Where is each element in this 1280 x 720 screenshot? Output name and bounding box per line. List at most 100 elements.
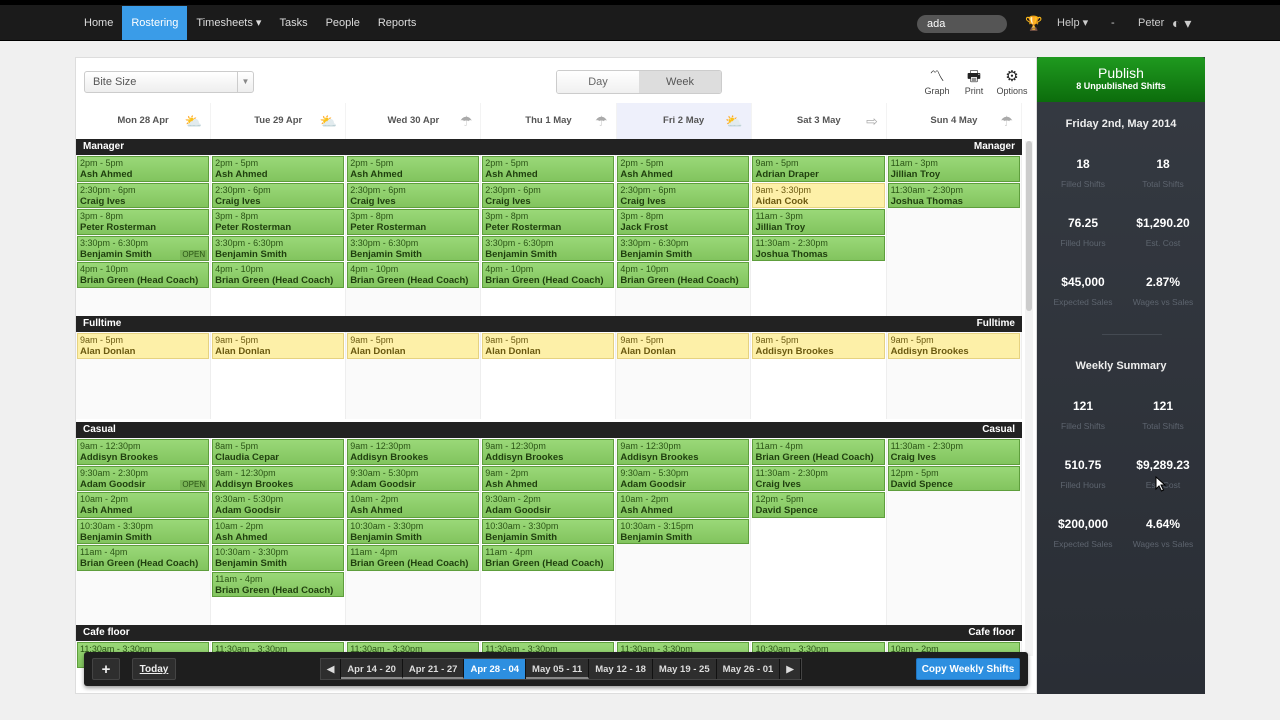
day-column[interactable]: 11am - 4pm Brian Green (Head Coach) 11:30a… xyxy=(751,438,887,625)
shift-card[interactable]: 10am - 2pm Ash Ahmed xyxy=(617,492,750,518)
shift-card[interactable]: 3pm - 8pm Peter Rosterman xyxy=(482,209,615,235)
options-button[interactable]: ⚙ Options xyxy=(994,68,1030,96)
shift-card[interactable]: 10am - 2pm Ash Ahmed xyxy=(212,518,345,544)
shift-card[interactable]: 9am - 12:30pm Addisyn Brookes xyxy=(212,465,345,491)
shift-card[interactable]: 4pm - 10pm Brian Green (Head Coach) xyxy=(212,262,345,288)
nav-item[interactable]: People xyxy=(325,17,360,29)
day-column[interactable]: 9am - 5pm Alan Donlan xyxy=(211,332,347,419)
shift-card[interactable]: 9am - 5pm Alan Donlan xyxy=(212,333,345,359)
shift-card[interactable]: 3pm - 8pm Peter Rosterman xyxy=(77,209,210,235)
day-column[interactable]: 9am - 5pm Adrian Draper 9am - 3:30pm Aidan … xyxy=(751,155,887,316)
shift-card[interactable]: 4pm - 10pm Brian Green (Head Coach) xyxy=(347,262,480,288)
shift-card[interactable]: 9am - 5pm Alan Donlan xyxy=(77,333,210,359)
day-view-button[interactable]: Day xyxy=(557,71,639,93)
help-menu[interactable]: Help ▾ xyxy=(1057,17,1089,29)
day-column[interactable]: 11am - 3pm Jillian Troy 11:30am - 2:30pm Jo… xyxy=(886,155,1022,316)
week-tab[interactable]: May 05 - 11 xyxy=(526,659,590,679)
day-column[interactable]: 9am - 12:30pm Addisyn Brookes 9:30am - 5:3… xyxy=(616,438,752,625)
day-header[interactable]: Sat 3 May ⇨ xyxy=(752,103,887,139)
day-column[interactable]: 2pm - 5pm Ash Ahmed 2:30pm - 6pm Craig Ives… xyxy=(481,155,617,316)
shift-card[interactable]: 9am - 5pm Alan Donlan xyxy=(347,333,480,359)
nav-item[interactable]: Home xyxy=(84,17,114,29)
shift-card[interactable]: 3pm - 8pm Peter Rosterman xyxy=(347,209,480,235)
day-column[interactable]: 9am - 12:30pm Addisyn Brookes 9:30am - 5:3… xyxy=(346,438,482,625)
day-header[interactable]: Fri 2 May ⛅ xyxy=(616,103,752,139)
shift-card[interactable]: 2:30pm - 6pm Craig Ives xyxy=(347,182,480,208)
day-column[interactable]: 2pm - 5pm Ash Ahmed 2:30pm - 6pm Craig Ives… xyxy=(76,155,212,316)
day-header[interactable]: Sun 4 May ☂ xyxy=(887,103,1022,139)
shift-card[interactable]: 12pm - 5pm David Spence xyxy=(752,492,885,518)
shift-card[interactable]: 9am - 12:30pm Addisyn Brookes xyxy=(617,439,750,465)
day-column[interactable]: 8am - 5pm Claudia Cepar 9am - 12:30pm Addis… xyxy=(211,438,347,625)
week-tab[interactable]: Apr 21 - 27 xyxy=(402,659,465,679)
shift-card[interactable]: 10:30am - 3:30pm Benjamin Smith xyxy=(77,518,210,544)
shift-card[interactable]: 4pm - 10pm Brian Green (Head Coach) xyxy=(482,262,615,288)
day-column[interactable]: 9am - 12:30pm Addisyn Brookes 9am - 2pm Ash… xyxy=(481,438,617,625)
shift-card[interactable]: 11am - 3pm Jillian Troy xyxy=(752,209,885,235)
shift-card[interactable]: 10:30am - 3:15pm Benjamin Smith xyxy=(617,518,750,544)
day-column[interactable]: 2pm - 5pm Ash Ahmed 2:30pm - 6pm Craig Ives… xyxy=(346,155,482,316)
week-tab[interactable]: Apr 28 - 04 xyxy=(464,659,527,679)
graph-button[interactable]: 〽 Graph xyxy=(919,68,955,96)
shift-card[interactable]: 9am - 5pm Alan Donlan xyxy=(617,333,750,359)
shift-card[interactable]: 9am - 5pm Adrian Draper xyxy=(752,156,885,182)
open-badge[interactable]: OPEN xyxy=(180,250,208,260)
shift-card[interactable]: 10:30am - 3:30pm Benjamin Smith xyxy=(482,518,615,544)
shift-card[interactable]: 9am - 5pm Addisyn Brookes xyxy=(752,333,885,359)
shift-card[interactable]: 11am - 4pm Brian Green (Head Coach) xyxy=(347,545,480,571)
shift-card[interactable]: 11:30am - 2:30pm Craig Ives xyxy=(887,439,1020,465)
shift-card[interactable]: 11:30am - 2:30pm Craig Ives xyxy=(752,465,885,491)
open-badge[interactable]: OPEN xyxy=(180,480,208,490)
today-button[interactable]: Today xyxy=(132,658,176,680)
shift-card[interactable]: 11am - 4pm Brian Green (Head Coach) xyxy=(212,571,345,597)
day-header[interactable]: Tue 29 Apr ⛅ xyxy=(211,103,347,139)
shift-card[interactable]: 4pm - 10pm Brian Green (Head Coach) xyxy=(77,262,210,288)
day-column[interactable]: 9am - 5pm Alan Donlan xyxy=(346,332,482,419)
shift-card[interactable]: 11am - 4pm Brian Green (Head Coach) xyxy=(77,545,210,571)
day-column[interactable]: 11:30am - 2:30pm Craig Ives 12pm - 5pm Davi… xyxy=(886,438,1022,625)
trophy-icon[interactable]: 🏆 xyxy=(1025,15,1043,31)
day-header[interactable]: Wed 30 Apr ☂ xyxy=(346,103,482,139)
shift-card[interactable]: 9:30am - 5:30pm Adam Goodsir xyxy=(617,465,750,491)
next-week-button[interactable]: ▶ xyxy=(780,659,801,679)
shift-card[interactable]: 2pm - 5pm Ash Ahmed xyxy=(212,156,345,182)
day-header[interactable]: Thu 1 May ☂ xyxy=(481,103,617,139)
shift-card[interactable]: 3:30pm - 6:30pm Benjamin Smith xyxy=(347,235,480,261)
shift-card[interactable]: 10:30am - 3:30pm Benjamin Smith xyxy=(347,518,480,544)
shift-card[interactable]: 10:30am - 3:30pm Benjamin Smith xyxy=(212,545,345,571)
copy-weekly-shifts-button[interactable]: Copy Weekly Shifts xyxy=(916,658,1020,680)
shift-card[interactable]: 3pm - 8pm Peter Rosterman xyxy=(212,209,345,235)
day-column[interactable]: 9am - 5pm Alan Donlan xyxy=(481,332,617,419)
nav-item[interactable]: Timesheets ▾ xyxy=(196,17,262,29)
shift-card[interactable]: 9am - 12:30pm Addisyn Brookes xyxy=(347,439,480,465)
shift-card[interactable]: 9am - 5pm Addisyn Brookes xyxy=(887,333,1020,359)
shift-card[interactable]: 12pm - 5pm David Spence xyxy=(887,465,1020,491)
week-tab[interactable]: May 19 - 25 xyxy=(653,659,717,679)
week-tab[interactable]: Apr 14 - 20 xyxy=(341,659,403,679)
shift-card[interactable]: 2pm - 5pm Ash Ahmed xyxy=(347,156,480,182)
shift-card[interactable]: 3:30pm - 6:30pm Benjamin Smith xyxy=(482,235,615,261)
week-tab[interactable]: May 12 - 18 xyxy=(589,659,653,679)
shift-card[interactable]: 2pm - 5pm Ash Ahmed xyxy=(77,156,210,182)
scrollbar[interactable] xyxy=(1025,141,1033,656)
shift-card[interactable]: 9am - 12:30pm Addisyn Brookes xyxy=(482,439,615,465)
day-header[interactable]: Mon 28 Apr ⛅ xyxy=(76,103,212,139)
shift-card[interactable]: 11:30am - 2:30pm Joshua Thomas xyxy=(752,235,885,261)
shift-card[interactable]: 4pm - 10pm Brian Green (Head Coach) xyxy=(617,262,750,288)
publish-button[interactable]: Publish 8 Unpublished Shifts xyxy=(1037,57,1205,102)
week-view-button[interactable]: Week xyxy=(639,71,721,93)
prev-week-button[interactable]: ◀ xyxy=(321,659,342,679)
day-column[interactable]: 9am - 5pm Alan Donlan xyxy=(76,332,212,419)
shift-card[interactable]: 11am - 4pm Brian Green (Head Coach) xyxy=(752,439,885,465)
shift-card[interactable]: 9:30am - 2:30pm Adam Goodsir OPEN xyxy=(77,465,210,491)
shift-card[interactable]: 9:30am - 5:30pm Adam Goodsir xyxy=(347,465,480,491)
shift-card[interactable]: 2:30pm - 6pm Craig Ives xyxy=(617,182,750,208)
shift-card[interactable]: 10am - 2pm Ash Ahmed xyxy=(347,492,480,518)
day-column[interactable]: 9am - 12:30pm Addisyn Brookes 9:30am - 2:3… xyxy=(76,438,212,625)
shift-card[interactable]: 2pm - 5pm Ash Ahmed xyxy=(617,156,750,182)
shift-card[interactable]: 8am - 5pm Claudia Cepar xyxy=(212,439,345,465)
day-column[interactable]: 9am - 5pm Addisyn Brookes xyxy=(751,332,887,419)
shift-card[interactable]: 3pm - 8pm Jack Frost xyxy=(617,209,750,235)
search-input[interactable] xyxy=(917,15,1007,33)
shift-card[interactable]: 9am - 2pm Ash Ahmed xyxy=(482,465,615,491)
